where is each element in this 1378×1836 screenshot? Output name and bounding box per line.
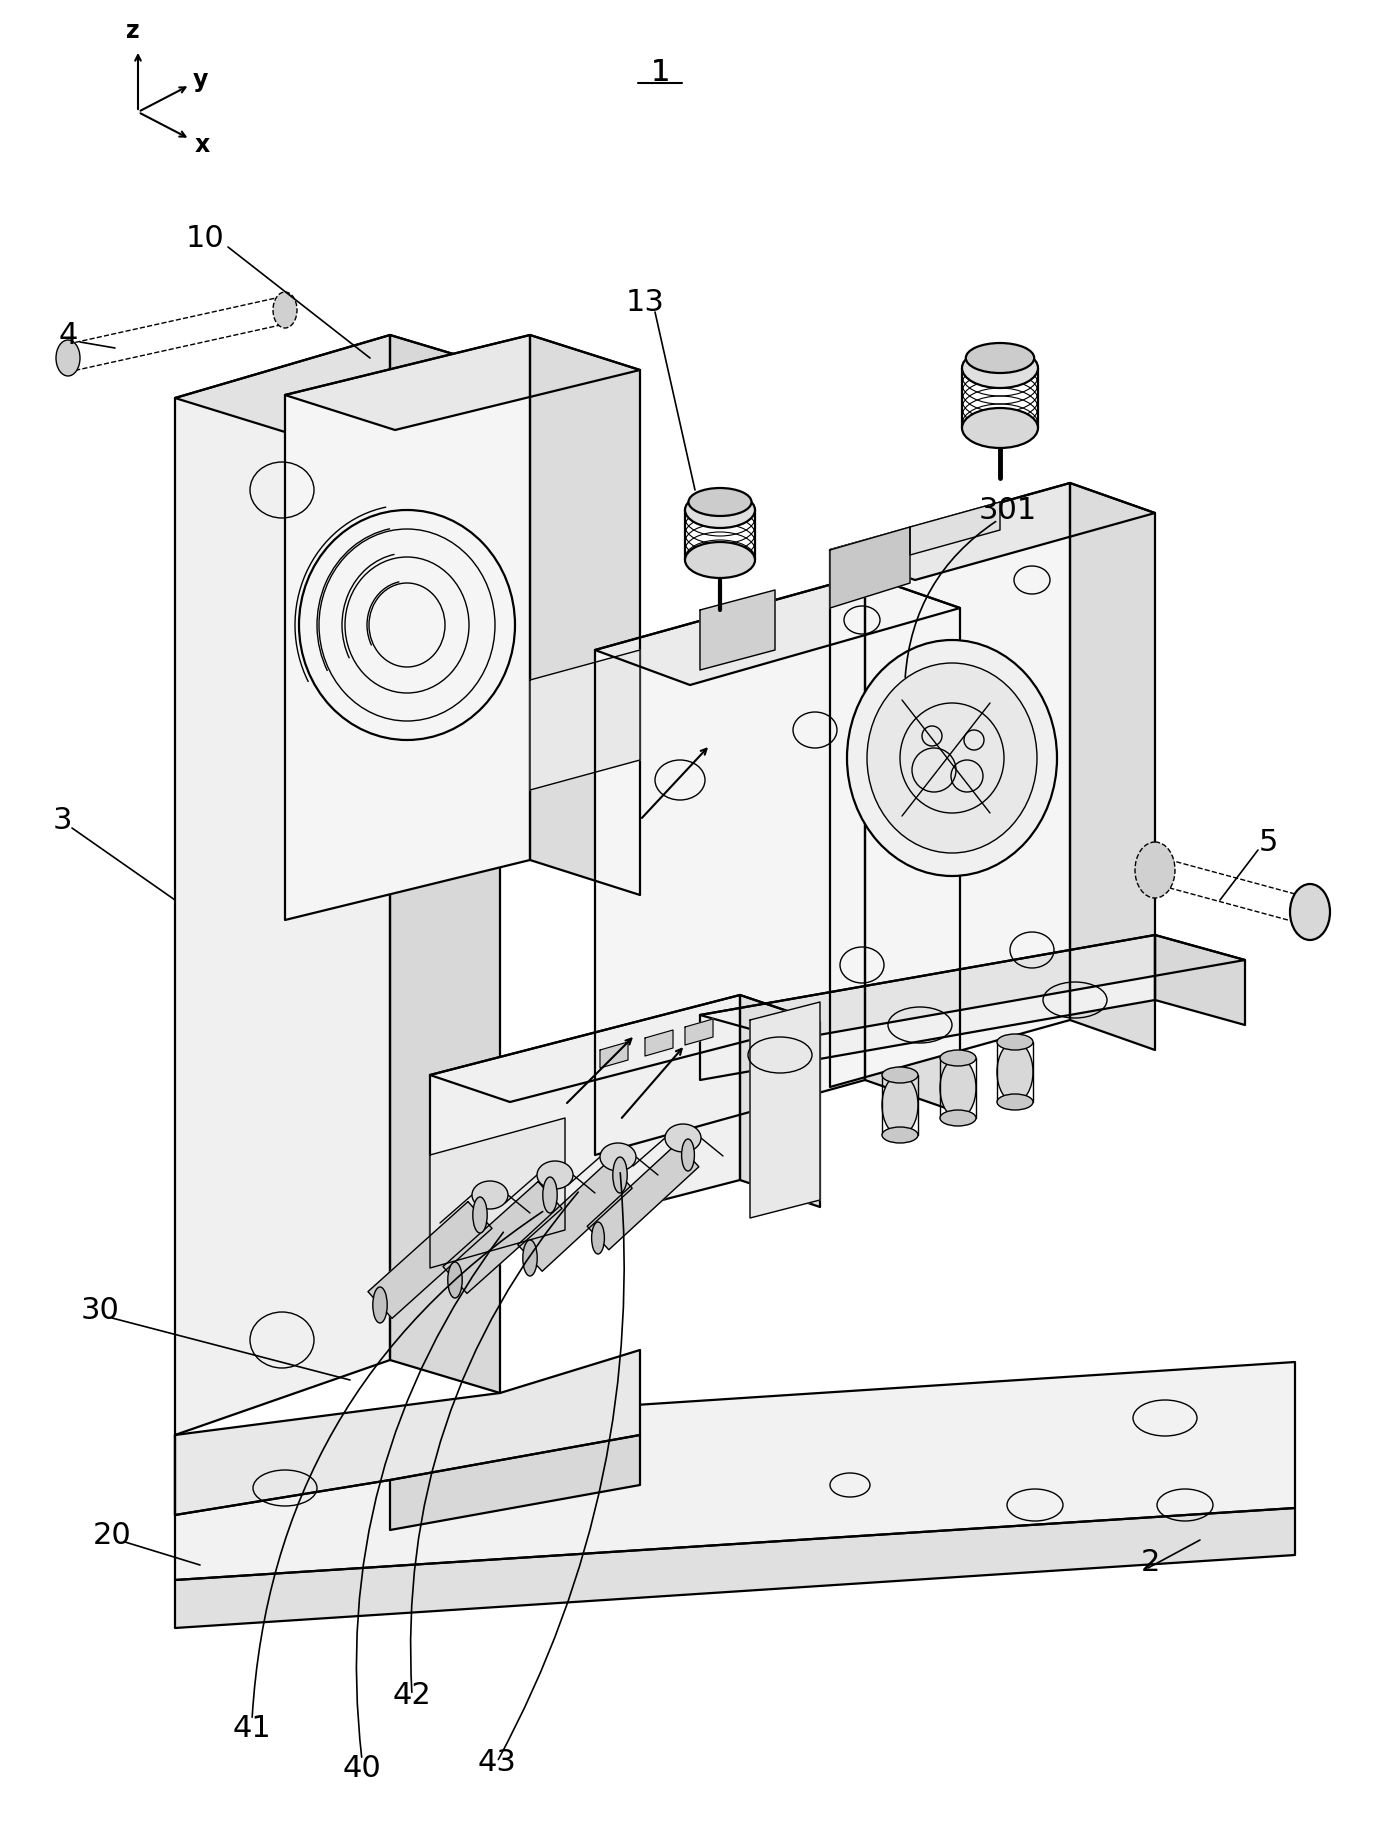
Ellipse shape [448, 1261, 462, 1298]
Ellipse shape [940, 1050, 976, 1067]
Polygon shape [645, 1030, 672, 1056]
Text: 4: 4 [58, 321, 77, 349]
Polygon shape [285, 334, 531, 920]
Polygon shape [175, 1349, 639, 1515]
Polygon shape [700, 935, 1155, 1080]
Ellipse shape [613, 1157, 627, 1193]
Ellipse shape [689, 488, 751, 516]
Polygon shape [865, 575, 960, 1113]
Polygon shape [909, 501, 1000, 554]
Text: 5: 5 [1258, 828, 1277, 857]
Text: 30: 30 [80, 1296, 120, 1324]
Ellipse shape [685, 492, 755, 529]
Polygon shape [390, 1436, 639, 1529]
Ellipse shape [599, 1144, 637, 1171]
Ellipse shape [998, 1043, 1034, 1102]
Ellipse shape [1290, 883, 1330, 940]
Polygon shape [830, 527, 909, 608]
Polygon shape [700, 1056, 790, 1129]
Ellipse shape [962, 349, 1038, 387]
Ellipse shape [998, 1034, 1034, 1050]
Polygon shape [1069, 483, 1155, 1050]
Polygon shape [175, 1362, 1295, 1581]
Polygon shape [442, 1182, 562, 1293]
Ellipse shape [682, 1138, 695, 1171]
Polygon shape [430, 1118, 565, 1269]
Text: 2: 2 [1141, 1548, 1160, 1577]
Polygon shape [175, 1507, 1295, 1629]
Ellipse shape [473, 1181, 508, 1208]
Text: 10: 10 [186, 224, 225, 253]
Text: 1: 1 [650, 57, 670, 86]
Ellipse shape [867, 663, 1038, 854]
Text: 43: 43 [478, 1748, 517, 1777]
Polygon shape [599, 1043, 628, 1069]
Text: 1: 1 [650, 57, 670, 86]
Ellipse shape [666, 1124, 701, 1151]
Ellipse shape [373, 1287, 387, 1324]
Polygon shape [587, 1144, 699, 1250]
Polygon shape [595, 575, 865, 1155]
Polygon shape [285, 334, 639, 430]
Ellipse shape [882, 1067, 918, 1083]
Polygon shape [390, 334, 500, 1394]
Polygon shape [175, 334, 500, 431]
Ellipse shape [940, 1111, 976, 1125]
Polygon shape [430, 995, 820, 1102]
Ellipse shape [882, 1076, 918, 1135]
Text: 42: 42 [393, 1680, 431, 1709]
Polygon shape [430, 995, 740, 1259]
Polygon shape [531, 334, 639, 894]
Ellipse shape [56, 340, 80, 376]
Polygon shape [685, 1019, 712, 1045]
Ellipse shape [966, 343, 1035, 373]
Text: x: x [194, 132, 209, 158]
Polygon shape [750, 1002, 820, 1217]
Ellipse shape [998, 1094, 1034, 1111]
Text: 41: 41 [233, 1713, 271, 1742]
Ellipse shape [522, 1239, 537, 1276]
Ellipse shape [962, 408, 1038, 448]
Ellipse shape [543, 1177, 557, 1214]
Polygon shape [700, 935, 1244, 1039]
Text: y: y [193, 68, 208, 92]
Polygon shape [740, 995, 820, 1206]
Ellipse shape [1135, 843, 1175, 898]
Ellipse shape [847, 641, 1057, 876]
Ellipse shape [882, 1127, 918, 1144]
Polygon shape [830, 483, 1069, 1087]
Ellipse shape [591, 1223, 605, 1254]
Text: z: z [127, 18, 139, 42]
Ellipse shape [940, 1058, 976, 1118]
Polygon shape [518, 1162, 633, 1271]
Polygon shape [1155, 935, 1244, 1024]
Polygon shape [175, 334, 390, 1436]
Polygon shape [531, 650, 639, 789]
Polygon shape [595, 575, 960, 685]
Text: 3: 3 [52, 806, 72, 835]
Ellipse shape [273, 292, 298, 329]
Text: 20: 20 [92, 1520, 131, 1550]
Ellipse shape [537, 1160, 573, 1190]
Polygon shape [368, 1201, 492, 1318]
Ellipse shape [473, 1197, 488, 1234]
Text: 40: 40 [343, 1753, 382, 1783]
Text: 13: 13 [626, 288, 664, 316]
Polygon shape [700, 589, 774, 670]
Polygon shape [830, 483, 1155, 580]
Ellipse shape [685, 542, 755, 578]
Text: 301: 301 [978, 496, 1038, 525]
